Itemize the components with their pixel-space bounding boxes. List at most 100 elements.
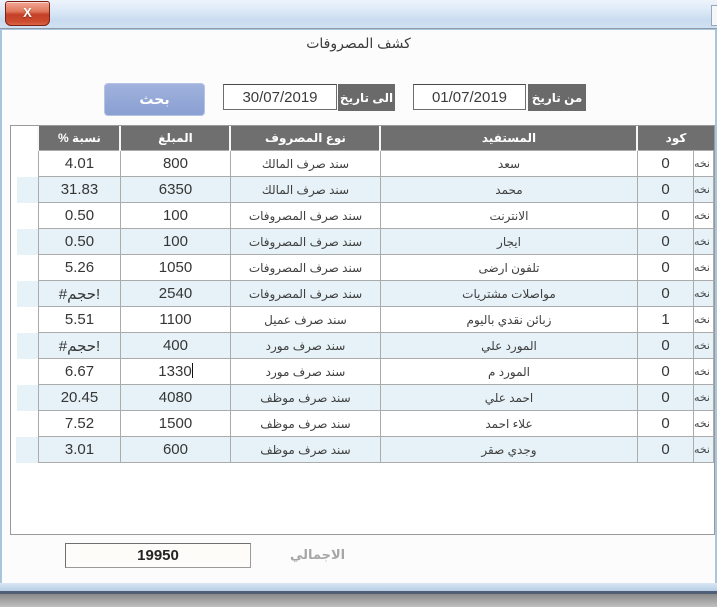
code-cell[interactable]: 0	[636, 150, 695, 177]
amount-cell[interactable]: 400	[119, 332, 231, 359]
table-row: نخه 0 سعد سند صرف المالك 800 4.01	[16, 150, 714, 177]
expense-type-cell-value: سند صرف موظف	[260, 442, 351, 457]
total-value-box[interactable]: 19950	[65, 543, 251, 568]
row-clipped-cell[interactable]: نخه	[693, 228, 714, 255]
row-clipped-cell[interactable]: نخه	[693, 176, 714, 203]
amount-cell-value: 4080	[158, 389, 193, 406]
beneficiary-cell[interactable]: ايجار	[379, 228, 638, 255]
expense-type-cell[interactable]: سند صرف المالك	[229, 176, 381, 203]
to-date-input[interactable]: 30/07/2019	[223, 84, 337, 110]
code-cell[interactable]: 1	[636, 306, 695, 333]
beneficiary-cell[interactable]: تلفون ارضى	[379, 254, 638, 281]
beneficiary-cell[interactable]: الانترنت	[379, 202, 638, 229]
expense-type-cell[interactable]: سند صرف المصروفات	[229, 228, 381, 255]
row-clipped-cell[interactable]: نخه	[693, 436, 714, 463]
code-cell-value: 0	[661, 441, 670, 458]
percent-cell[interactable]: 7.52	[37, 410, 121, 437]
percent-cell[interactable]: 31.83	[37, 176, 121, 203]
beneficiary-cell[interactable]: سعد	[379, 150, 638, 177]
expense-type-cell-value: سند صرف المصروفات	[248, 260, 363, 275]
percent-cell[interactable]: 4.01	[37, 150, 121, 177]
expense-type-cell[interactable]: سند صرف موظف	[229, 384, 381, 411]
amount-cell[interactable]: 6350	[119, 176, 231, 203]
from-date-label: من تاريخ	[528, 84, 586, 111]
amount-cell[interactable]: 800	[119, 150, 231, 177]
amount-cell[interactable]: 100	[119, 202, 231, 229]
code-cell[interactable]: 0	[636, 436, 695, 463]
percent-cell-value: 6.67	[64, 363, 95, 380]
code-cell[interactable]: 0	[636, 358, 695, 385]
row-clipped-cell[interactable]: نخه	[693, 150, 714, 177]
code-cell-value: 0	[661, 337, 670, 354]
percent-cell[interactable]: 5.26	[37, 254, 121, 281]
beneficiary-cell[interactable]: احمد علي	[379, 384, 638, 411]
code-cell[interactable]: 0	[636, 410, 695, 437]
code-cell[interactable]: 0	[636, 384, 695, 411]
code-cell[interactable]: 0	[636, 332, 695, 359]
beneficiary-cell[interactable]: وجدي صقر	[379, 436, 638, 463]
expense-type-cell[interactable]: سند صرف عميل	[229, 306, 381, 333]
text-caret	[191, 363, 193, 378]
table-row: نخه 0 المورد علي سند صرف مورد 400 #حجم!	[16, 332, 714, 359]
row-clipped-cell[interactable]: نخه	[693, 254, 714, 281]
beneficiary-cell[interactable]: علاء احمد	[379, 410, 638, 437]
backdrop-band	[0, 594, 717, 607]
code-cell[interactable]: 0	[636, 254, 695, 281]
beneficiary-cell[interactable]: المورد م	[379, 358, 638, 385]
row-clipped-cell[interactable]: نخه	[693, 280, 714, 307]
percent-cell[interactable]: 5.51	[37, 306, 121, 333]
percent-cell[interactable]: 20.45	[37, 384, 121, 411]
row-clipped-cell[interactable]: نخه	[693, 358, 714, 385]
row-clipped-cell[interactable]: نخه	[693, 202, 714, 229]
expense-type-cell[interactable]: سند صرف المالك	[229, 150, 381, 177]
grid-header-row: كود المستفيد نوع المصروف المبلغ نسبة %	[16, 126, 714, 151]
table-row: نخه 1 زبائن نقدي باليوم سند صرف عميل 1100 5.5…	[16, 306, 714, 333]
amount-cell[interactable]: 100	[119, 228, 231, 255]
code-cell-value: 0	[661, 233, 670, 250]
amount-cell[interactable]: 1500	[119, 410, 231, 437]
row-clipped-cell[interactable]: نخه	[693, 332, 714, 359]
code-cell[interactable]: 0	[636, 280, 695, 307]
expense-type-cell[interactable]: سند صرف المصروفات	[229, 202, 381, 229]
code-cell[interactable]: 0	[636, 202, 695, 229]
percent-cell[interactable]: #حجم!	[37, 332, 121, 359]
amount-cell[interactable]: 1050	[119, 254, 231, 281]
beneficiary-cell[interactable]: المورد علي	[379, 332, 638, 359]
beneficiary-cell[interactable]: مواصلات مشتريات	[379, 280, 638, 307]
search-button[interactable]: بحث	[104, 83, 205, 116]
amount-cell[interactable]: 600	[119, 436, 231, 463]
close-button[interactable]: X	[5, 1, 50, 26]
expense-type-cell[interactable]: سند صرف موظف	[229, 436, 381, 463]
row-clipped-cell[interactable]: نخه	[693, 410, 714, 437]
code-cell[interactable]: 0	[636, 176, 695, 203]
row-clipped-cell[interactable]: نخه	[693, 306, 714, 333]
beneficiary-cell[interactable]: زبائن نقدي باليوم	[379, 306, 638, 333]
code-cell-value: 0	[661, 363, 670, 380]
percent-cell[interactable]: #حجم!	[37, 280, 121, 307]
percent-cell[interactable]: 6.67	[37, 358, 121, 385]
expense-type-cell[interactable]: سند صرف مورد	[229, 332, 381, 359]
amount-cell[interactable]: 1100	[119, 306, 231, 333]
amount-cell[interactable]: 4080	[119, 384, 231, 411]
beneficiary-cell[interactable]: محمد	[379, 176, 638, 203]
percent-cell[interactable]: 3.01	[37, 436, 121, 463]
beneficiary-cell-value: تلفون ارضى	[478, 260, 540, 275]
expense-type-cell[interactable]: سند صرف المصروفات	[229, 254, 381, 281]
row-gutter	[16, 280, 39, 307]
expense-type-cell-value: سند صرف المصروفات	[248, 286, 363, 301]
amount-cell[interactable]: 2540	[119, 280, 231, 307]
percent-cell[interactable]: 0.50	[37, 202, 121, 229]
from-date-input[interactable]: 01/07/2019	[413, 84, 526, 110]
percent-cell[interactable]: 0.50	[37, 228, 121, 255]
percent-cell-value: #حجم!	[58, 337, 101, 355]
expense-type-cell-value: سند صرف المصروفات	[248, 234, 363, 249]
row-clipped-cell[interactable]: نخه	[693, 384, 714, 411]
expense-type-cell[interactable]: سند صرف موظف	[229, 410, 381, 437]
row-gutter	[16, 332, 39, 359]
amount-cell[interactable]: 1330	[119, 358, 231, 385]
row-gutter	[16, 176, 39, 203]
expense-type-cell[interactable]: سند صرف المصروفات	[229, 280, 381, 307]
expense-type-cell[interactable]: سند صرف مورد	[229, 358, 381, 385]
code-cell[interactable]: 0	[636, 228, 695, 255]
